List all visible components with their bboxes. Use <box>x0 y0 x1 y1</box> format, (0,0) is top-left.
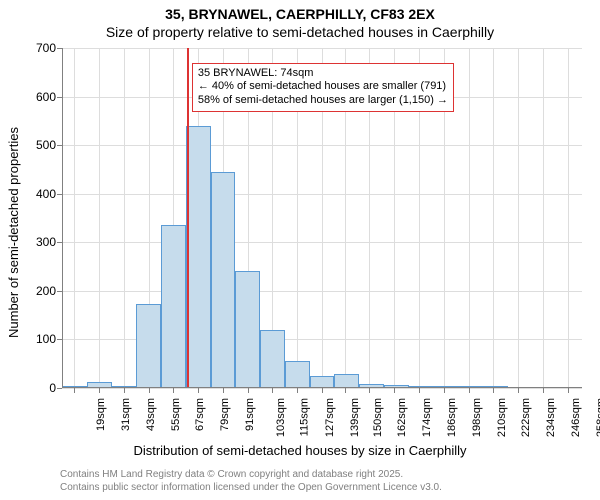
x-tick-mark <box>297 388 298 393</box>
x-tick-label: 234sqm <box>545 398 557 437</box>
x-tick-mark <box>272 388 273 393</box>
x-tick-mark <box>419 388 420 393</box>
x-tick-label: 79sqm <box>219 398 231 431</box>
histogram-bar <box>235 271 260 388</box>
x-axis-label: Distribution of semi-detached houses by … <box>0 443 600 458</box>
x-tick-label: 186sqm <box>446 398 458 437</box>
gridline-vertical <box>518 48 519 388</box>
gridline-vertical <box>568 48 569 388</box>
callout-line1: 35 BRYNAWEL: 74sqm <box>198 67 448 81</box>
x-tick-mark <box>223 388 224 393</box>
x-tick-mark <box>394 388 395 393</box>
x-tick-mark <box>74 388 75 393</box>
x-tick-label: 258sqm <box>595 398 600 437</box>
y-tick-label: 700 <box>36 41 56 55</box>
x-tick-label: 19sqm <box>95 398 107 431</box>
gridline-vertical <box>74 48 75 388</box>
x-tick-mark <box>518 388 519 393</box>
x-tick-mark <box>543 388 544 393</box>
x-tick-mark <box>322 388 323 393</box>
gridline-vertical <box>543 48 544 388</box>
y-tick-label: 500 <box>36 138 56 152</box>
histogram-bar <box>211 172 236 388</box>
histogram-bar <box>186 126 211 388</box>
x-tick-mark <box>444 388 445 393</box>
gridline-vertical <box>99 48 100 388</box>
x-tick-mark <box>99 388 100 393</box>
x-tick-label: 174sqm <box>421 398 433 437</box>
histogram-bar <box>285 361 310 388</box>
x-tick-label: 103sqm <box>275 398 287 437</box>
x-tick-label: 139sqm <box>349 398 361 437</box>
x-tick-mark <box>198 388 199 393</box>
x-tick-label: 115sqm <box>299 398 311 436</box>
gridline-vertical <box>469 48 470 388</box>
y-tick-mark <box>57 388 62 389</box>
footer-line2: Contains public sector information licen… <box>60 482 442 495</box>
marker-line <box>187 48 189 388</box>
chart-container: 35, BRYNAWEL, CAERPHILLY, CF83 2EX Size … <box>0 0 600 500</box>
x-tick-mark <box>493 388 494 393</box>
x-tick-label: 43sqm <box>145 398 157 431</box>
x-tick-label: 55sqm <box>170 398 182 431</box>
footer-attribution: Contains HM Land Registry data © Crown c… <box>60 469 442 494</box>
x-tick-label: 91sqm <box>244 398 256 431</box>
x-tick-label: 222sqm <box>520 398 532 437</box>
y-tick-label: 300 <box>36 235 56 249</box>
histogram-bar <box>161 225 186 388</box>
histogram-bar <box>260 330 285 388</box>
x-tick-mark <box>345 388 346 393</box>
x-tick-mark <box>124 388 125 393</box>
x-tick-label: 31sqm <box>120 398 132 431</box>
x-tick-label: 198sqm <box>471 398 483 437</box>
chart-title-line1: 35, BRYNAWEL, CAERPHILLY, CF83 2EX <box>0 6 600 22</box>
y-tick-label: 600 <box>36 90 56 104</box>
x-tick-label: 67sqm <box>194 398 206 431</box>
x-tick-mark <box>173 388 174 393</box>
y-axis-label: Number of semi-detached properties <box>6 127 21 338</box>
y-tick-label: 200 <box>36 284 56 298</box>
x-tick-mark <box>369 388 370 393</box>
gridline-vertical <box>493 48 494 388</box>
x-tick-label: 150sqm <box>372 398 384 437</box>
y-axis-line <box>62 48 63 388</box>
x-tick-label: 162sqm <box>397 398 409 437</box>
x-tick-mark <box>149 388 150 393</box>
x-axis-line <box>62 387 582 388</box>
chart-title-line2: Size of property relative to semi-detach… <box>0 24 600 40</box>
y-tick-label: 0 <box>49 381 56 395</box>
x-tick-mark <box>469 388 470 393</box>
gridline-vertical <box>124 48 125 388</box>
x-tick-mark <box>568 388 569 393</box>
x-tick-label: 246sqm <box>570 398 582 437</box>
y-tick-label: 100 <box>36 332 56 346</box>
plot-area: 010020030040050060070019sqm31sqm43sqm55s… <box>62 48 582 388</box>
x-tick-mark <box>248 388 249 393</box>
callout-line2: ← 40% of semi-detached houses are smalle… <box>198 80 448 94</box>
callout-box: 35 BRYNAWEL: 74sqm← 40% of semi-detached… <box>192 63 454 112</box>
x-tick-label: 210sqm <box>496 398 508 437</box>
footer-line1: Contains HM Land Registry data © Crown c… <box>60 469 442 482</box>
y-tick-label: 400 <box>36 187 56 201</box>
x-tick-label: 127sqm <box>324 398 336 437</box>
callout-line3: 58% of semi-detached houses are larger (… <box>198 94 448 108</box>
histogram-bar <box>136 304 161 388</box>
histogram-bar <box>334 374 359 388</box>
